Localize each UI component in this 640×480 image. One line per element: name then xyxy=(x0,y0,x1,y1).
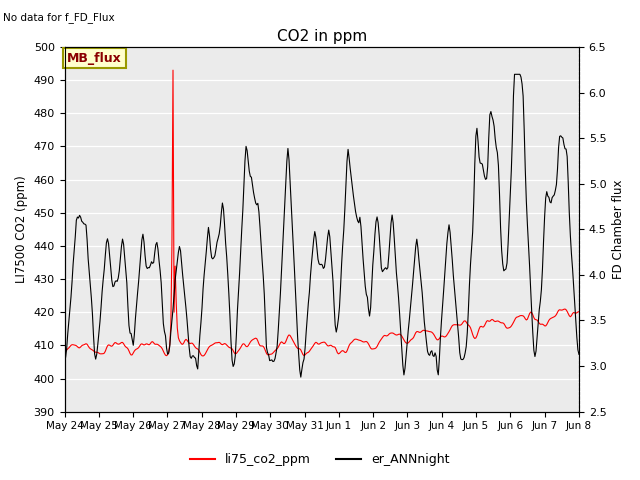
Line: li75_co2_ppm: li75_co2_ppm xyxy=(65,70,579,356)
er_ANNnight xyxy=(349,193,357,199)
li75_co2_ppm xyxy=(199,353,207,359)
Text: No data for f_FD_Flux: No data for f_FD_Flux xyxy=(3,12,115,23)
li75_co2_ppm xyxy=(575,309,583,314)
er_ANNnight xyxy=(575,351,583,357)
Title: CO2 in ppm: CO2 in ppm xyxy=(276,29,367,44)
er_ANNnight xyxy=(297,374,305,380)
li75_co2_ppm xyxy=(351,336,358,342)
er_ANNnight xyxy=(374,220,382,226)
li75_co2_ppm xyxy=(61,349,68,355)
er_ANNnight xyxy=(278,268,285,274)
li75_co2_ppm xyxy=(169,67,177,73)
Text: MB_flux: MB_flux xyxy=(67,51,122,64)
Y-axis label: LI7500 CO2 (ppm): LI7500 CO2 (ppm) xyxy=(15,176,28,283)
li75_co2_ppm xyxy=(376,339,383,345)
li75_co2_ppm xyxy=(530,315,538,321)
li75_co2_ppm xyxy=(441,334,449,340)
li75_co2_ppm xyxy=(280,341,287,347)
er_ANNnight xyxy=(440,288,447,293)
er_ANNnight xyxy=(511,72,518,77)
Y-axis label: FD Chamber flux: FD Chamber flux xyxy=(612,180,625,279)
Legend: li75_co2_ppm, er_ANNnight: li75_co2_ppm, er_ANNnight xyxy=(186,448,454,471)
er_ANNnight xyxy=(221,222,228,228)
er_ANNnight xyxy=(61,356,68,361)
Line: er_ANNnight: er_ANNnight xyxy=(65,74,579,377)
li75_co2_ppm xyxy=(223,342,230,348)
er_ANNnight xyxy=(530,348,538,353)
